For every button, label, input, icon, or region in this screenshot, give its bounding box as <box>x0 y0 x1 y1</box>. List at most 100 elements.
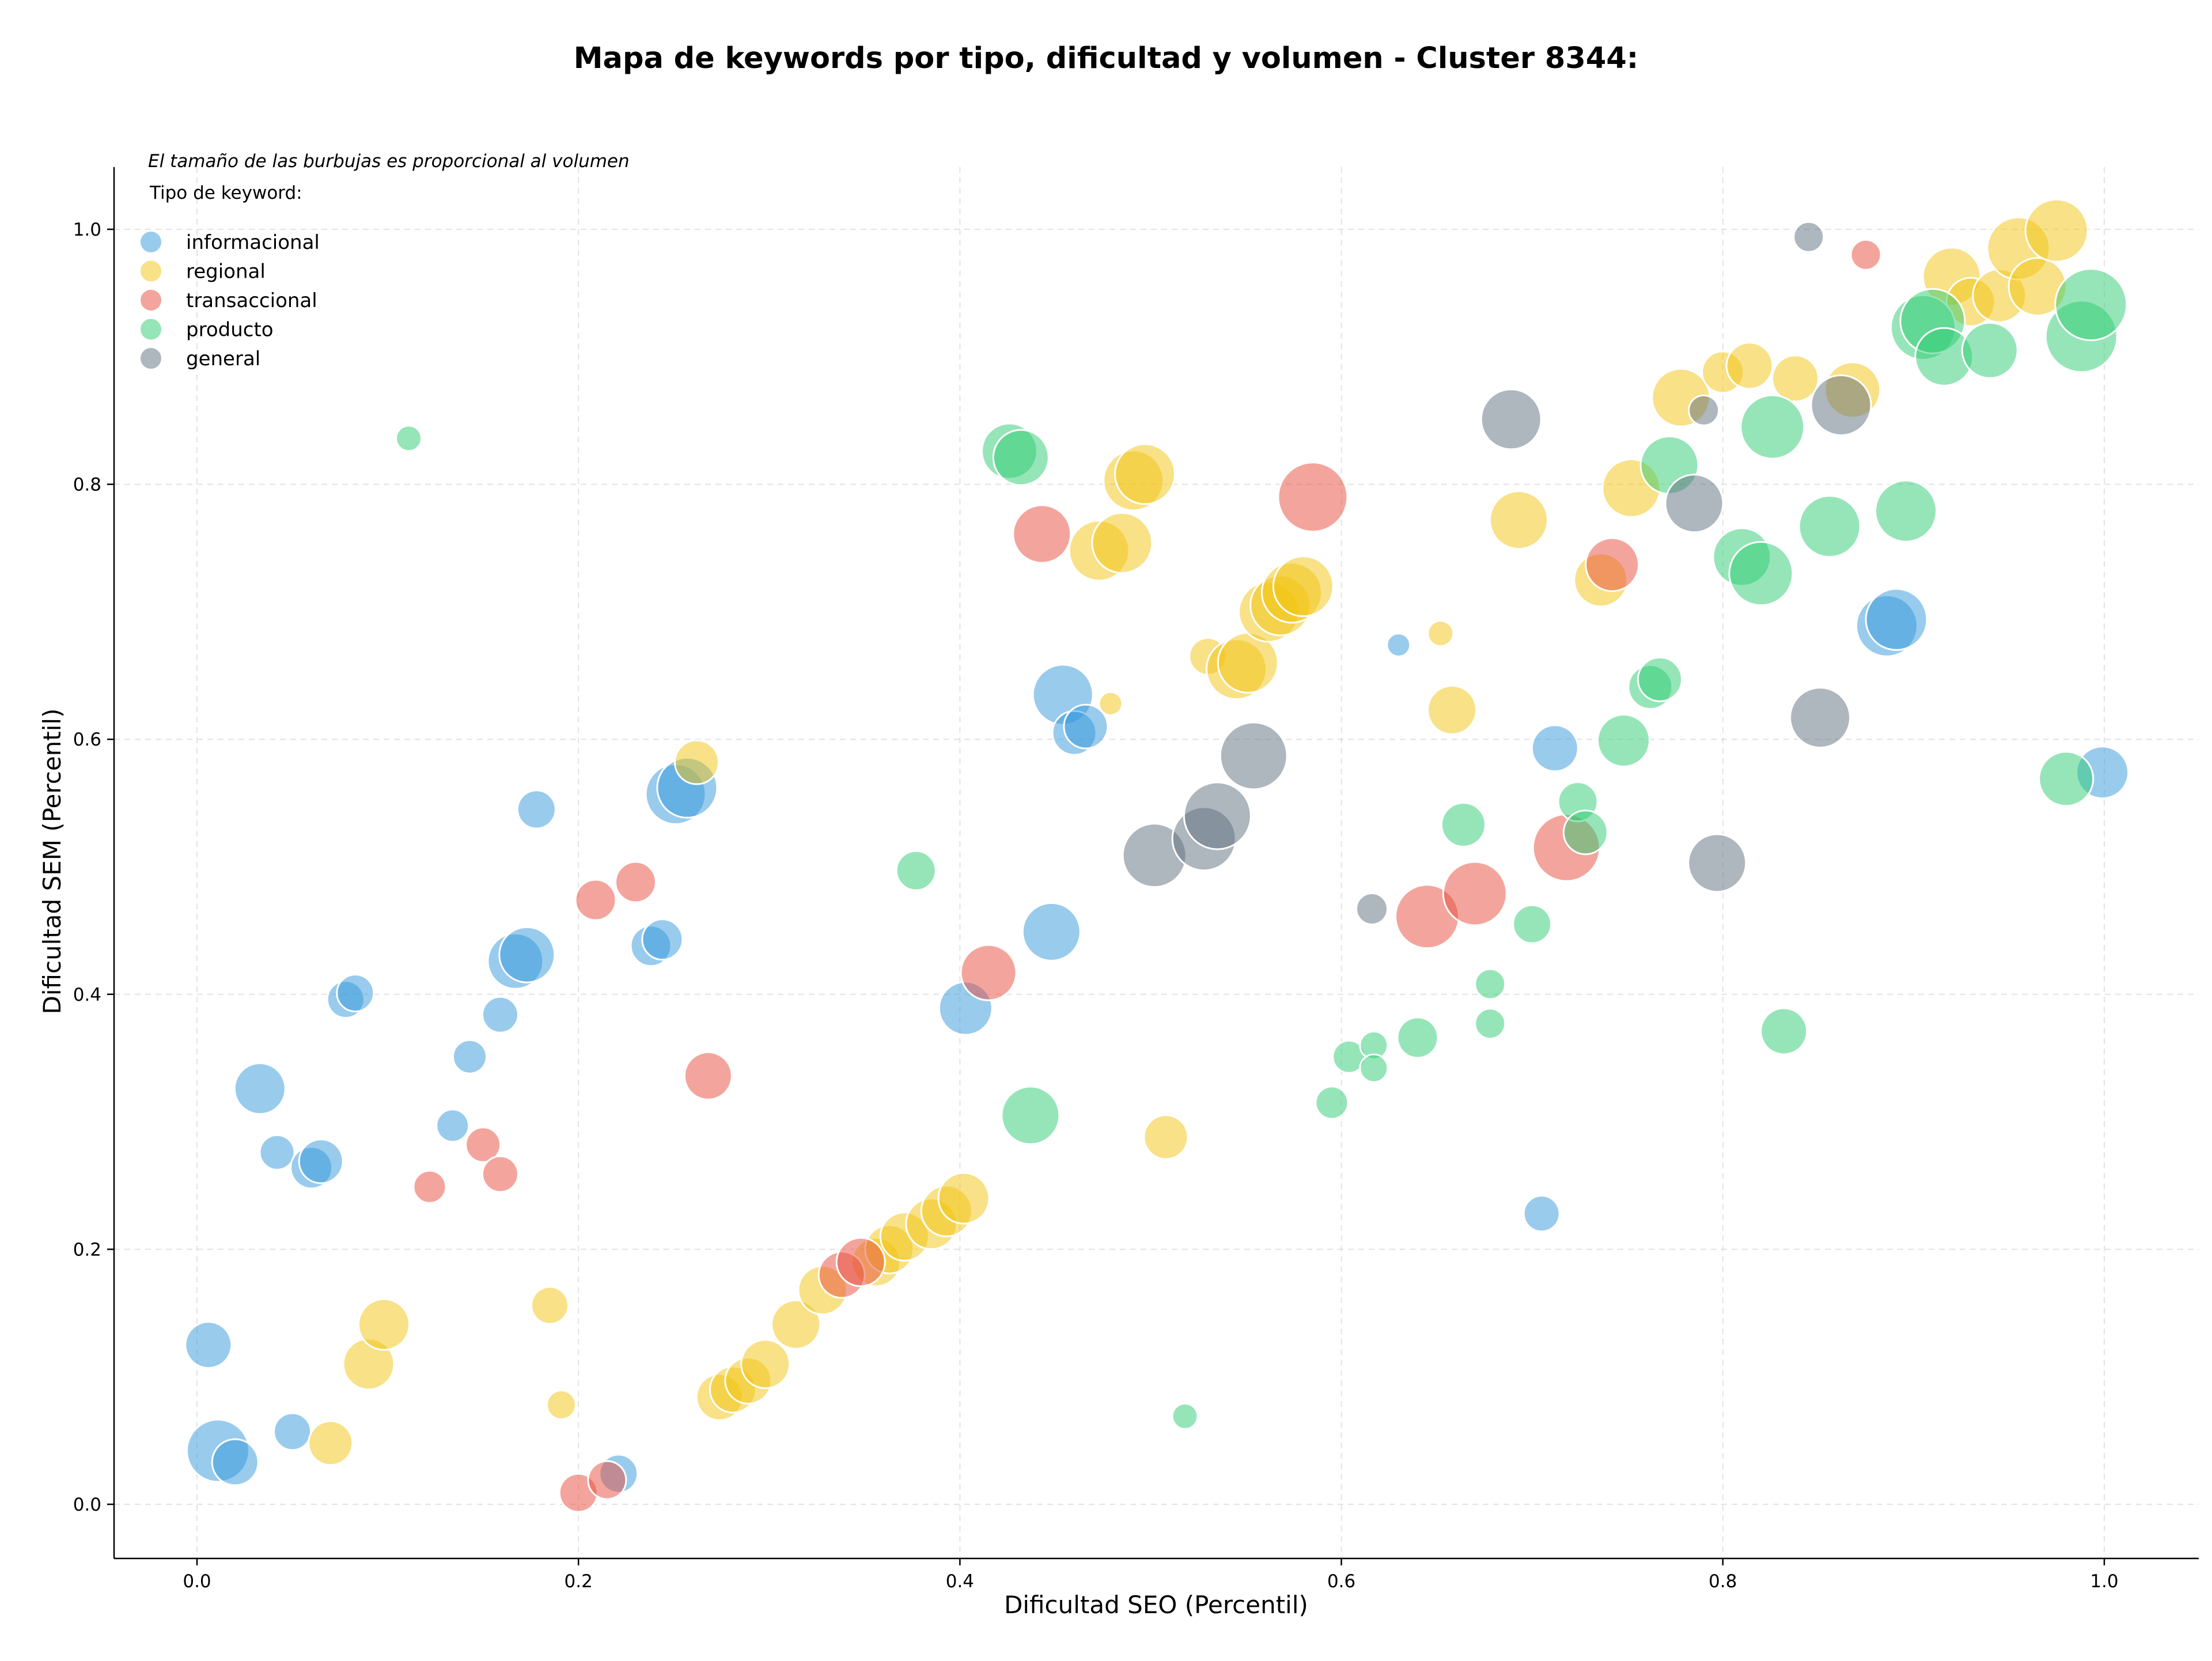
bubble-general <box>1664 474 1724 534</box>
bubble-transaccional <box>1012 504 1072 564</box>
bubble-informacional <box>211 1438 259 1486</box>
bubble-informacional <box>641 918 684 961</box>
y-tick-label: 0.4 <box>73 985 101 1005</box>
y-tick-label: 0.8 <box>73 475 101 495</box>
legend-marker-general <box>139 347 162 370</box>
series-regional <box>308 198 2089 1466</box>
x-tick-label: 1.0 <box>2090 1571 2118 1592</box>
bubble-regional <box>1114 443 1176 505</box>
bubble-producto <box>1441 801 1487 847</box>
x-tick-label: 0.2 <box>565 1571 593 1592</box>
bubble-producto <box>1359 1053 1389 1083</box>
x-tick-label: 0.0 <box>183 1571 211 1592</box>
bubble-layer <box>184 198 2130 1513</box>
legend-label-informacional: informacional <box>186 231 320 254</box>
bubble-informacional <box>1021 902 1081 962</box>
bubble-producto <box>1474 1008 1506 1040</box>
bubble-informacional <box>336 974 375 1013</box>
bubble-regional <box>740 1339 791 1390</box>
legend-marker-transaccional <box>139 289 162 312</box>
bubble-transaccional <box>1585 537 1640 592</box>
bubble-general <box>1688 394 1720 426</box>
bubble-informacional <box>184 1321 233 1369</box>
bubble-informacional <box>1531 724 1579 773</box>
bubble-regional <box>308 1420 354 1466</box>
bubble-regional <box>357 1298 410 1351</box>
bubble-informacional <box>435 1108 470 1143</box>
legend-label-producto: producto <box>186 319 274 342</box>
bubble-informacional <box>481 996 519 1034</box>
bubble-regional <box>673 739 719 785</box>
legend-label-regional: regional <box>186 260 266 283</box>
bubble-informacional <box>1063 703 1109 750</box>
x-tick-label: 0.4 <box>946 1571 974 1592</box>
bubble-regional <box>1272 555 1334 618</box>
bubble-regional <box>2024 198 2089 263</box>
bubble-general <box>1219 721 1288 790</box>
bubble-producto <box>1961 321 2018 379</box>
bubble-producto <box>1396 1016 1439 1059</box>
bubble-producto <box>1740 394 1805 460</box>
x-tick-label: 0.6 <box>1327 1571 1355 1592</box>
bubble-producto <box>1597 713 1651 767</box>
bubble-producto <box>2054 268 2128 342</box>
bubble-transaccional <box>960 944 1017 1001</box>
bubble-general <box>1183 781 1252 850</box>
bubble-transaccional <box>574 879 617 921</box>
series-general <box>1122 221 1872 926</box>
bubble-producto <box>895 850 937 891</box>
bubble-producto <box>395 425 423 452</box>
series-transaccional <box>412 239 1882 1513</box>
bubble-informacional <box>233 1062 286 1115</box>
bubble-regional <box>937 1172 990 1225</box>
bubble-transaccional <box>587 1460 627 1500</box>
y-axis-label: Dificultad SEM (Percentil) <box>38 709 66 1015</box>
bubble-regional <box>531 1286 570 1325</box>
bubble-general <box>1793 221 1825 253</box>
bubble-producto <box>1474 968 1506 1000</box>
legend-marker-regional <box>139 259 162 283</box>
bubble-general <box>1687 833 1747 893</box>
y-tick-label: 0.6 <box>73 729 101 750</box>
bubble-regional <box>1427 620 1455 648</box>
bubble-informacional <box>1865 588 1928 651</box>
series-informacional <box>184 588 2130 1494</box>
bubble-producto <box>1637 656 1683 702</box>
bubble-size-note: El tamaño de las burbujas es proporciona… <box>148 151 630 172</box>
bubble-producto <box>1874 479 1938 543</box>
bubble-transaccional <box>615 861 657 903</box>
legend-marker-informacional <box>139 230 162 253</box>
bubble-informacional <box>298 1138 344 1185</box>
bubble-transaccional <box>683 1051 733 1100</box>
chart-title: Mapa de keywords por tipo, dificultad y … <box>574 41 1638 75</box>
bubble-informacional <box>1386 632 1411 657</box>
bubble-producto <box>2038 751 2094 807</box>
series-producto <box>395 268 2128 1430</box>
bubble-producto <box>1798 495 1861 558</box>
bubble-transaccional <box>412 1170 447 1204</box>
bubble-transaccional <box>481 1155 519 1193</box>
x-axis-label: Dificultad SEO (Percentil) <box>1004 1591 1308 1619</box>
bubble-producto <box>1512 904 1552 944</box>
bubble-producto <box>1001 1085 1060 1145</box>
bubble-regional <box>1091 512 1153 574</box>
bubble-regional <box>1098 691 1123 716</box>
bubble-producto <box>1562 809 1608 856</box>
bubble-informacional <box>516 789 556 830</box>
bubble-producto <box>1728 541 1794 607</box>
legend: informacional regional transaccional produc… <box>139 230 320 370</box>
bubble-informacional <box>273 1412 312 1451</box>
bubble-transaccional <box>1850 239 1882 271</box>
x-tick-label: 0.8 <box>1709 1571 1737 1592</box>
bubble-regional <box>771 1299 821 1350</box>
legend-label-general: general <box>186 347 260 370</box>
bubble-regional <box>1489 490 1549 550</box>
bubble-regional <box>1143 1114 1189 1160</box>
bubble-informacional <box>259 1134 296 1171</box>
bubble-general <box>1810 374 1872 436</box>
bubble-informacional <box>498 926 556 983</box>
y-tick-label: 0.0 <box>73 1494 101 1515</box>
bubble-informacional <box>1522 1194 1560 1232</box>
bubble-general <box>1480 388 1542 451</box>
bubble-informacional <box>452 1039 487 1074</box>
